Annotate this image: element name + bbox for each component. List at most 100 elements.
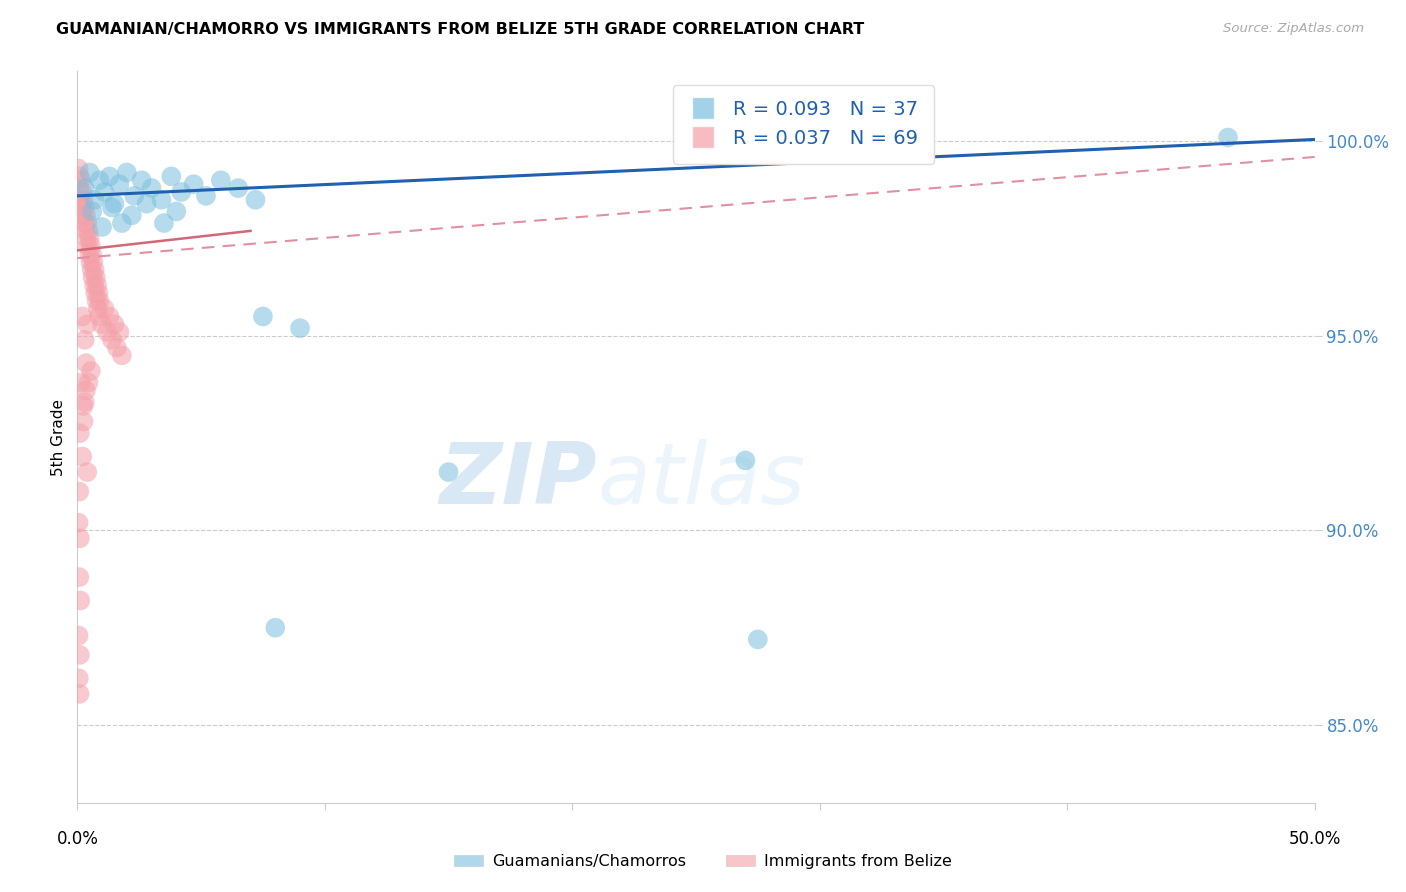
Point xyxy=(87,310,110,324)
Point xyxy=(91,219,114,234)
Point xyxy=(98,169,121,184)
Point xyxy=(75,208,97,222)
Point xyxy=(72,415,94,429)
Point xyxy=(93,301,115,316)
Point xyxy=(73,181,96,195)
Point xyxy=(72,310,94,324)
Point xyxy=(103,196,125,211)
Point xyxy=(108,177,131,191)
Text: 50.0%: 50.0% xyxy=(1288,830,1341,848)
Point xyxy=(108,325,131,339)
Point xyxy=(122,189,145,203)
Point xyxy=(98,310,121,324)
Point xyxy=(76,465,98,479)
Point xyxy=(195,189,218,203)
Point xyxy=(67,181,90,195)
Point xyxy=(76,216,98,230)
Point xyxy=(79,232,101,246)
Point xyxy=(69,169,91,184)
Point xyxy=(87,301,110,316)
Point xyxy=(115,165,138,179)
Point xyxy=(73,216,96,230)
Point xyxy=(89,173,111,187)
Point xyxy=(288,321,311,335)
Point xyxy=(72,399,94,413)
Point xyxy=(67,671,90,685)
Point xyxy=(80,239,103,253)
Point xyxy=(82,255,104,269)
Point xyxy=(264,621,287,635)
Point xyxy=(121,208,143,222)
Point xyxy=(75,356,97,370)
Point xyxy=(131,173,153,187)
Point xyxy=(101,333,124,347)
Point xyxy=(135,196,157,211)
Point xyxy=(1216,130,1239,145)
Point xyxy=(79,255,101,269)
Point xyxy=(82,270,104,285)
Point xyxy=(150,193,173,207)
Point xyxy=(76,318,98,332)
Point xyxy=(437,465,460,479)
Point xyxy=(79,165,101,179)
Point xyxy=(67,161,90,176)
Point xyxy=(209,173,232,187)
Point xyxy=(67,628,90,642)
Point xyxy=(67,484,90,499)
Point xyxy=(82,204,104,219)
Point xyxy=(72,193,94,207)
Point xyxy=(69,193,91,207)
Point xyxy=(111,348,134,362)
Point xyxy=(70,201,93,215)
Point xyxy=(77,224,100,238)
Point xyxy=(73,201,96,215)
Point xyxy=(83,262,105,277)
Point xyxy=(80,262,103,277)
Legend: R = 0.093   N = 37, R = 0.037   N = 69: R = 0.093 N = 37, R = 0.037 N = 69 xyxy=(673,85,934,163)
Point xyxy=(77,376,100,390)
Point xyxy=(72,185,94,199)
Point xyxy=(84,270,107,285)
Point xyxy=(252,310,274,324)
Point xyxy=(734,453,756,467)
Point xyxy=(747,632,769,647)
Text: Source: ZipAtlas.com: Source: ZipAtlas.com xyxy=(1223,22,1364,36)
Point xyxy=(91,318,114,332)
Point xyxy=(77,247,100,261)
Point xyxy=(87,286,110,301)
Point xyxy=(165,204,187,219)
Point xyxy=(89,293,111,308)
Point xyxy=(183,177,205,191)
Point xyxy=(141,181,163,195)
Point xyxy=(82,247,104,261)
Point xyxy=(69,648,91,662)
Text: atlas: atlas xyxy=(598,440,806,523)
Point xyxy=(67,516,90,530)
Point xyxy=(160,169,183,184)
Point xyxy=(93,185,115,199)
Text: 0.0%: 0.0% xyxy=(56,830,98,848)
Point xyxy=(69,531,91,545)
Point xyxy=(245,193,267,207)
Point xyxy=(75,384,97,398)
Point xyxy=(86,278,108,293)
Point xyxy=(69,593,91,607)
Text: ZIP: ZIP xyxy=(439,440,598,523)
Point xyxy=(83,278,105,293)
Point xyxy=(96,325,118,339)
Point xyxy=(72,450,94,464)
Point xyxy=(75,224,97,238)
Y-axis label: 5th Grade: 5th Grade xyxy=(51,399,66,475)
Legend: Guamanians/Chamorros, Immigrants from Belize: Guamanians/Chamorros, Immigrants from Be… xyxy=(447,847,959,875)
Point xyxy=(70,376,93,390)
Point xyxy=(111,216,134,230)
Point xyxy=(170,185,193,199)
Point xyxy=(86,293,108,308)
Point xyxy=(67,570,90,584)
Point xyxy=(226,181,249,195)
Point xyxy=(83,193,105,207)
Point xyxy=(84,286,107,301)
Point xyxy=(80,364,103,378)
Point xyxy=(76,232,98,246)
Point xyxy=(153,216,176,230)
